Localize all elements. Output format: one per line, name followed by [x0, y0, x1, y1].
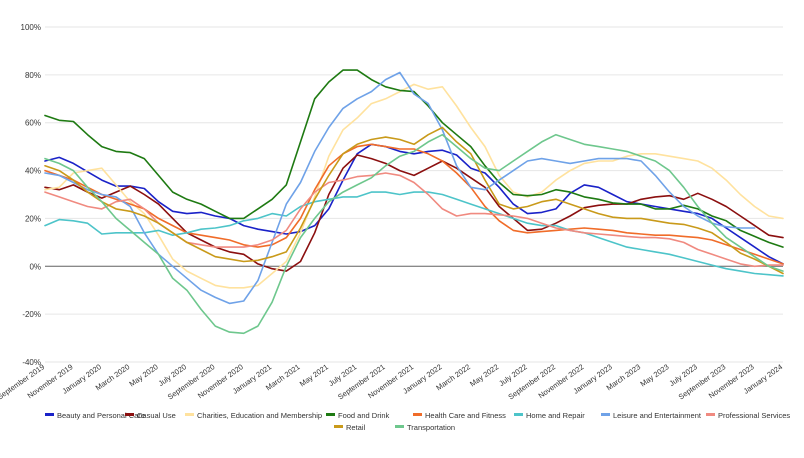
x-tick-label: May 2022 — [468, 362, 500, 388]
legend-item: Retail — [334, 423, 366, 432]
series-line-beauty-and-personal-care — [44, 143, 784, 265]
x-tick-label: May 2023 — [638, 362, 670, 388]
legend-item: Charities, Education and Membership — [185, 411, 322, 420]
legend-label: Professional Services — [718, 411, 790, 420]
legend-label: Retail — [346, 423, 366, 432]
y-axis-tick-labels: -40% -20% 0% 20% 40% 60% 80% 100% — [21, 23, 41, 367]
legend-swatch — [601, 413, 610, 416]
legend-swatch — [395, 425, 404, 428]
series-line-retail — [44, 126, 784, 275]
legend-item: Beauty and Personal Care — [45, 411, 145, 420]
series-line-casual-use — [44, 154, 784, 272]
y-tick-label: 100% — [21, 23, 41, 32]
x-tick-label: May 2021 — [298, 362, 330, 388]
legend-swatch — [514, 413, 523, 416]
y-tick-label: -20% — [22, 310, 41, 319]
legend-item: Transportation — [395, 423, 455, 432]
series-line-transportation — [44, 133, 784, 335]
legend-label: Home and Repair — [526, 411, 585, 420]
legend-label: Charities, Education and Membership — [197, 411, 322, 420]
y-tick-label: 20% — [25, 214, 41, 223]
legend-swatch — [45, 413, 54, 416]
legend-item: Professional Services — [706, 411, 790, 420]
legend-item: Leisure and Entertainment — [601, 411, 702, 420]
y-tick-label: 40% — [25, 167, 41, 176]
x-tick-label: May 2020 — [128, 362, 160, 388]
series-line-leisure-and-entertainment — [44, 71, 756, 305]
legend-label: Beauty and Personal Care — [57, 411, 145, 420]
x-tick-label: September 2019 — [0, 362, 46, 401]
y-tick-label: 60% — [25, 119, 41, 128]
legend-label: Transportation — [407, 423, 455, 432]
legend-label: Leisure and Entertainment — [613, 411, 702, 420]
series-line-home-and-repair — [44, 191, 784, 277]
series-line-charities-education-and-membership — [44, 83, 784, 289]
legend-item: Health Care and Fitness — [413, 411, 506, 420]
y-tick-label: 80% — [25, 71, 41, 80]
legend-item: Food and Drink — [326, 411, 390, 420]
legend-item: Home and Repair — [514, 411, 585, 420]
legend-label: Casual Use — [137, 411, 176, 420]
legend-item: Casual Use — [125, 411, 176, 420]
series-line-health-care-and-fitness — [44, 143, 784, 265]
legend-swatch — [185, 413, 194, 416]
legend-swatch — [326, 413, 335, 416]
legend-swatch — [334, 425, 343, 428]
legend-label: Health Care and Fitness — [425, 411, 506, 420]
series-lines — [44, 69, 784, 335]
legend-swatch — [125, 413, 134, 416]
legend-swatch — [413, 413, 422, 416]
legend-swatch — [706, 413, 715, 416]
legend-label: Food and Drink — [338, 411, 390, 420]
y-tick-label: -40% — [22, 358, 41, 367]
series-line-food-and-drink — [44, 69, 784, 248]
y-tick-label: 0% — [29, 262, 41, 271]
